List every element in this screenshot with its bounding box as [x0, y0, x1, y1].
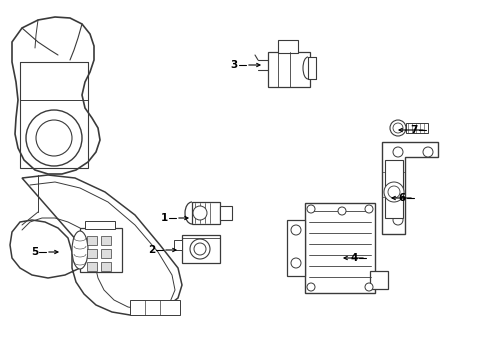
Bar [192, 202, 220, 224]
Bar [406, 123, 428, 133]
Bar [174, 240, 182, 250]
Circle shape [291, 225, 301, 235]
Circle shape [291, 258, 301, 268]
Circle shape [384, 182, 404, 202]
Circle shape [393, 215, 403, 225]
Bar [370, 271, 388, 289]
Circle shape [393, 123, 403, 133]
Circle shape [390, 120, 406, 136]
Circle shape [26, 110, 82, 166]
Bar [182, 235, 220, 263]
Circle shape [307, 283, 315, 291]
Bar [278, 40, 298, 53]
Bar [101, 249, 111, 258]
Polygon shape [10, 175, 182, 315]
Circle shape [365, 205, 373, 213]
Circle shape [36, 120, 72, 156]
Text: 5: 5 [31, 247, 38, 257]
Bar [20, 62, 88, 168]
Circle shape [365, 283, 373, 291]
Bar [130, 300, 180, 315]
Ellipse shape [72, 231, 88, 269]
Circle shape [338, 207, 346, 215]
Bar [268, 52, 310, 87]
Bar [87, 262, 97, 271]
Text: 3: 3 [231, 60, 238, 70]
Circle shape [193, 206, 207, 220]
Text: 2: 2 [148, 245, 155, 255]
Text: 7: 7 [411, 125, 418, 135]
Bar [101, 236, 111, 245]
Bar [80, 228, 122, 272]
Text: 6: 6 [399, 193, 406, 203]
Bar [101, 262, 111, 271]
Polygon shape [12, 17, 100, 174]
Circle shape [393, 147, 403, 157]
Bar [87, 249, 97, 258]
Bar [385, 160, 403, 218]
Circle shape [388, 186, 400, 198]
Circle shape [423, 147, 433, 157]
Bar [87, 236, 97, 245]
Bar [308, 57, 316, 79]
Bar [85, 221, 115, 229]
Polygon shape [382, 142, 438, 234]
Text: 4: 4 [351, 253, 358, 263]
Bar [220, 206, 232, 220]
Circle shape [307, 205, 315, 213]
Circle shape [194, 243, 206, 255]
Circle shape [190, 239, 210, 259]
Text: 1: 1 [161, 213, 168, 223]
Bar [305, 203, 375, 293]
Bar [287, 220, 305, 276]
